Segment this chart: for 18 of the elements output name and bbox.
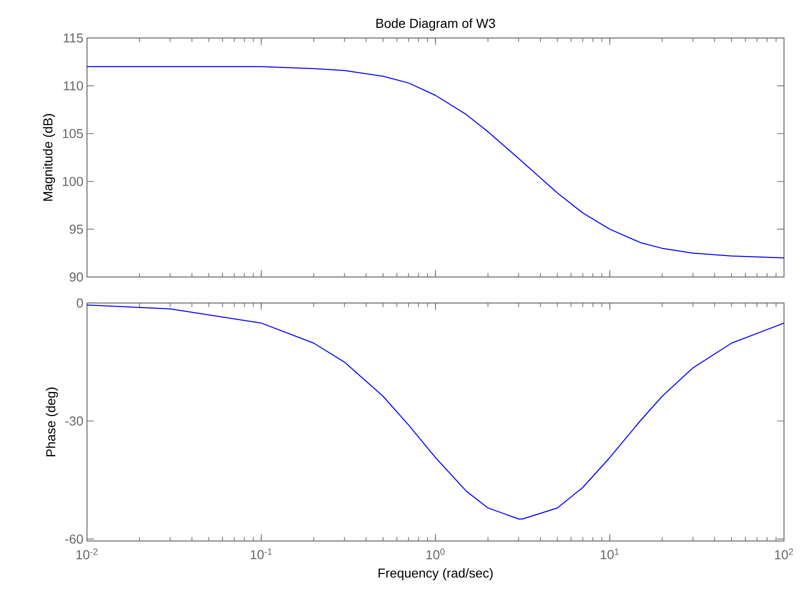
y-tick-label: 90 — [70, 272, 83, 282]
x-tick-label: 10$^{2}$ — [775, 548, 794, 560]
y-tick-label: 115 — [64, 33, 83, 43]
y-axis-title: Phase (deg) — [46, 388, 58, 456]
y-tick-label: 105 — [62, 129, 83, 138]
y-tick-label: 100 — [62, 176, 83, 186]
y-tick-label: 110 — [64, 81, 83, 90]
y-axis-title: Magnitude (dB) — [42, 114, 56, 201]
x-tick-label: 10$^{1}$ — [600, 548, 619, 560]
y-tick-label: 95 — [70, 224, 83, 234]
x-tick-label: 10$^{-1}$ — [250, 548, 272, 560]
x-tick-label: 10$^{0}$ — [426, 548, 445, 560]
chart-title: Bode Diagram of W3 — [376, 18, 496, 31]
x-axis-title: Frequency (rad/sec) — [378, 568, 493, 580]
x-tick-label: 10$^{-2}$ — [76, 548, 98, 560]
y-tick-label: 0 — [76, 298, 83, 308]
y-tick-label: -60 — [65, 534, 83, 544]
y-tick-label: -30 — [65, 416, 83, 426]
